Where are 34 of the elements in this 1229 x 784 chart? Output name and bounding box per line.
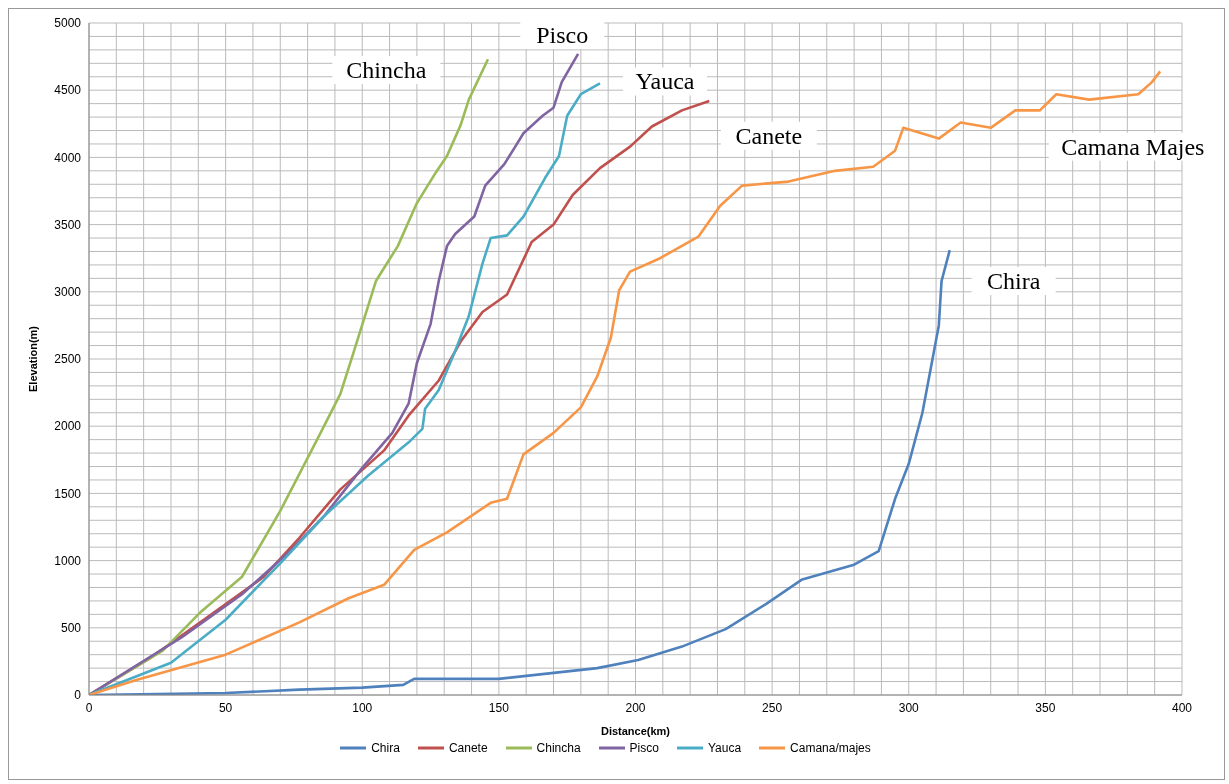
x-tick-label: 250: [762, 700, 783, 715]
x-tick-label: 150: [488, 700, 510, 715]
legend-label: Camana/majes: [789, 741, 871, 755]
y-tick-label: 500: [60, 621, 82, 636]
y-tick-label: 4000: [54, 150, 82, 165]
y-tick-label: 1500: [54, 486, 82, 501]
x-tick-label: 50: [218, 700, 233, 715]
y-tick-label: 4500: [54, 83, 82, 98]
legend-label: Canete: [447, 741, 488, 755]
x-tick-label: 100: [352, 700, 373, 715]
y-tick-label: 3000: [54, 285, 82, 300]
x-tick-label: 300: [898, 700, 920, 715]
y-tick-label: 1000: [54, 553, 82, 568]
annotation: Chincha: [346, 57, 427, 84]
y-tick-label: 5000: [54, 16, 82, 31]
x-axis-title: Distance(km): [600, 725, 671, 737]
legend-label: Chincha: [535, 741, 581, 755]
x-tick-label: 200: [625, 700, 646, 715]
legend-label: Chira: [370, 741, 400, 755]
x-tick-label: 400: [1171, 700, 1193, 715]
legend-label: Yauca: [706, 741, 742, 755]
x-tick-label: 0: [85, 700, 93, 715]
annotation: Camana Majes: [1061, 133, 1205, 160]
annotation: Canete: [735, 122, 803, 149]
y-tick-label: 2000: [54, 419, 82, 434]
y-axis-title: Elevation(m): [26, 325, 39, 393]
y-tick-label: 3500: [54, 217, 82, 232]
annotation: Yauca: [635, 68, 695, 95]
annotation: Pisco: [536, 22, 589, 49]
x-tick-label: 350: [1035, 700, 1056, 715]
y-tick-label: 2500: [54, 352, 82, 367]
legend-label: Pisco: [628, 741, 659, 755]
annotation: Chira: [987, 268, 1041, 295]
y-tick-label: 0: [74, 688, 82, 703]
